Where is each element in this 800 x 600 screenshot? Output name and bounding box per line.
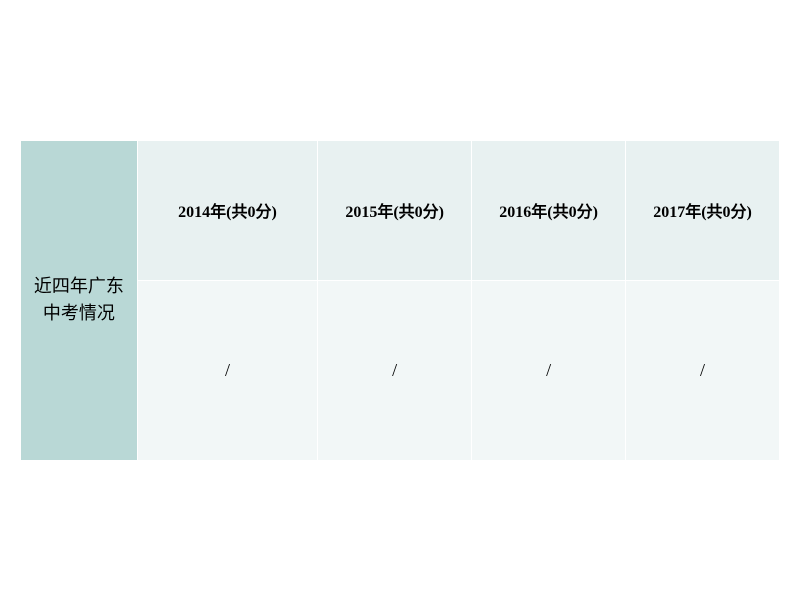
data-value: / [546, 360, 551, 380]
row-header-cell: 近四年广东中考情况 [21, 140, 138, 460]
year-header-label: 2017年(共0分) [653, 204, 752, 221]
year-header-2015: 2015年(共0分) [318, 140, 472, 280]
year-header-label: 2014年(共0分) [178, 204, 277, 221]
data-value: / [225, 360, 230, 380]
row-header-text: 近四年广东中考情况 [34, 276, 124, 323]
exam-stats-table: 近四年广东中考情况 2014年(共0分) 2015年(共0分) 2016年(共0… [20, 140, 780, 461]
data-value: / [392, 360, 397, 380]
data-cell-2015: / [318, 280, 472, 460]
year-header-2017: 2017年(共0分) [626, 140, 780, 280]
table-container: 近四年广东中考情况 2014年(共0分) 2015年(共0分) 2016年(共0… [20, 140, 780, 461]
data-cell-2016: / [472, 280, 626, 460]
data-cell-2017: / [626, 280, 780, 460]
data-value: / [700, 360, 705, 380]
table-row-header: 近四年广东中考情况 2014年(共0分) 2015年(共0分) 2016年(共0… [21, 140, 780, 280]
year-header-label: 2016年(共0分) [499, 204, 598, 221]
year-header-2014: 2014年(共0分) [137, 140, 317, 280]
data-cell-2014: / [137, 280, 317, 460]
year-header-label: 2015年(共0分) [345, 204, 444, 221]
year-header-2016: 2016年(共0分) [472, 140, 626, 280]
